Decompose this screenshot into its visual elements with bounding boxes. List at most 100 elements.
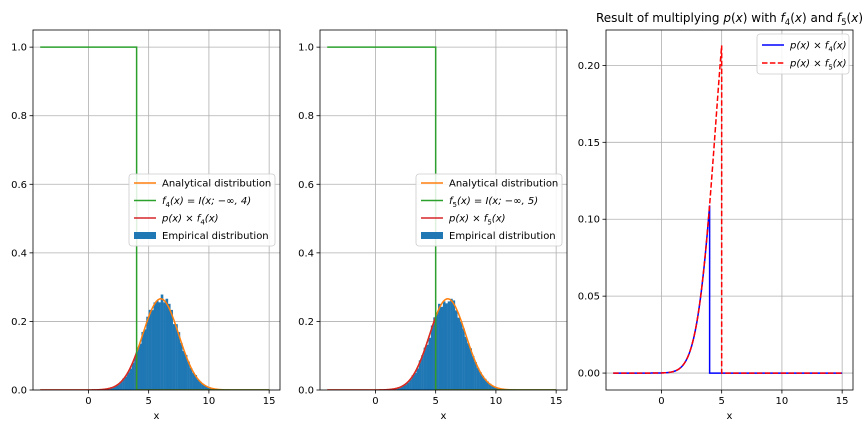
legend-label-f5-main: p(x) × f xyxy=(789,59,830,70)
legend-swatch-histogram xyxy=(134,232,156,239)
legend-label-step-sub: 5 xyxy=(453,201,457,209)
legend-label-step-sub: 4 xyxy=(166,201,171,209)
histogram-bar xyxy=(447,301,451,390)
panel-1: 0 5 10 15 0.0 0.2 0.4 0.6 0.8 1.0 x Analytical dist… xyxy=(11,29,281,422)
chart-title: Result of multiplying p(x) with f4(x) an… xyxy=(596,11,863,28)
histogram-bar xyxy=(426,344,429,390)
histogram-bar xyxy=(476,367,480,390)
histogram-bar xyxy=(440,306,444,390)
y-tick-label: 0.05 xyxy=(578,292,600,303)
legend-label-product-rest: (x) xyxy=(492,214,506,225)
y-tick-label: 0.6 xyxy=(11,180,27,191)
ticks: 0 5 10 15 0.00 0.05 0.10 0.15 0.20 xyxy=(578,61,849,407)
histogram-bar xyxy=(491,385,494,390)
legend-label-step: f5(x) = I(x; −∞, 5) xyxy=(449,196,538,209)
histogram-bar xyxy=(413,372,417,390)
histogram-bar xyxy=(421,355,424,390)
axes-frame xyxy=(605,29,854,391)
histogram-bar xyxy=(194,375,198,390)
histogram-bar xyxy=(464,336,468,390)
histogram-bar xyxy=(452,300,456,390)
x-tick-label: 5 xyxy=(432,396,438,407)
legend-label-f5: p(x) × f5(x) xyxy=(789,59,847,72)
legend-swatch-histogram xyxy=(421,232,443,239)
axes-frame xyxy=(319,29,568,391)
legend-label-histogram: Empirical distribution xyxy=(162,231,269,242)
histogram xyxy=(387,298,509,390)
x-axis-label: x xyxy=(154,411,160,422)
x-tick-label: 0 xyxy=(85,396,91,407)
legend-label-step-main: f xyxy=(449,196,454,207)
histogram-bar xyxy=(442,301,446,390)
ticks: 0 5 10 15 0.0 0.2 0.4 0.6 0.8 1.0 xyxy=(298,43,562,407)
histogram-bar xyxy=(466,343,470,390)
histogram-bar xyxy=(158,302,161,390)
histogram-bar xyxy=(433,317,436,390)
histogram-bar xyxy=(187,361,190,390)
histogram-bar xyxy=(430,325,434,390)
panel-3: 0 5 10 15 0.00 0.05 0.10 0.15 0.20 x Result of mul… xyxy=(578,11,863,422)
histogram-bar xyxy=(192,372,195,390)
histogram-bar xyxy=(177,332,181,390)
histogram-bar xyxy=(136,347,140,390)
legend-label-f4-sub: 4 xyxy=(828,46,833,54)
histogram-bar xyxy=(124,376,128,390)
histogram-bar xyxy=(411,375,415,390)
y-tick-label: 0.4 xyxy=(11,248,27,259)
histogram-bar xyxy=(114,385,118,390)
y-tick-label: 1.0 xyxy=(298,43,314,54)
legend-label-product: p(x) × f5(x) xyxy=(448,214,506,227)
x-tick-label: 10 xyxy=(490,396,503,407)
series-line-f5 xyxy=(613,45,843,374)
histogram-bar xyxy=(479,372,482,390)
y-tick-label: 0.8 xyxy=(298,111,314,122)
histogram-bar xyxy=(155,300,159,390)
histogram-bar xyxy=(110,387,113,390)
histogram-bar xyxy=(167,303,171,390)
histogram-bar xyxy=(404,384,407,390)
histogram-bar xyxy=(160,294,164,390)
y-tick-label: 0.6 xyxy=(298,180,314,191)
histogram-bar xyxy=(401,385,405,390)
histogram-bar xyxy=(428,337,432,390)
y-tick-label: 0.2 xyxy=(298,317,314,328)
histogram-bar xyxy=(172,324,176,390)
histogram-bar xyxy=(151,310,154,390)
histogram-bar xyxy=(126,372,130,390)
legend-label-histogram: Empirical distribution xyxy=(449,231,556,242)
histogram-bar xyxy=(462,328,465,390)
x-tick-label: 15 xyxy=(550,396,563,407)
histogram-bar xyxy=(406,382,410,390)
legend-label-step: f4(x) = I(x; −∞, 4) xyxy=(162,196,251,209)
histogram-bar xyxy=(119,381,123,390)
histogram-bar xyxy=(495,387,499,390)
legend-label-f4: p(x) × f4(x) xyxy=(789,41,847,54)
legend-box xyxy=(756,33,850,75)
histogram-bar xyxy=(435,312,439,390)
x-axis-label: x xyxy=(727,411,733,422)
histogram-bar xyxy=(170,309,173,390)
legend-label-step-rest: (x) = I(x; −∞, 4) xyxy=(170,196,251,207)
histogram-bar xyxy=(416,368,419,390)
histogram-bar xyxy=(471,356,475,390)
histogram-bar xyxy=(122,378,125,390)
histogram-bar xyxy=(474,361,477,390)
legend-label-f4-main: p(x) × f xyxy=(789,41,830,52)
histogram-bar xyxy=(206,386,210,390)
histogram-bar xyxy=(459,321,463,390)
histogram-bar xyxy=(196,379,200,390)
histogram-bar xyxy=(208,387,212,390)
histogram-bar xyxy=(179,342,183,390)
histogram-bar xyxy=(141,331,145,390)
histogram-bar xyxy=(182,351,186,390)
y-tick-label: 0.15 xyxy=(578,138,600,149)
histogram-bar xyxy=(201,383,205,390)
histogram-bar xyxy=(163,302,166,390)
histogram-bar xyxy=(117,384,120,390)
legend-label-product: p(x) × f4(x) xyxy=(161,214,219,227)
y-tick-label: 0.0 xyxy=(298,386,314,397)
x-tick-label: 10 xyxy=(203,396,216,407)
legend-label-product-main: p(x) × f xyxy=(448,214,489,225)
legend-label-f4-rest: (x) xyxy=(833,41,847,52)
